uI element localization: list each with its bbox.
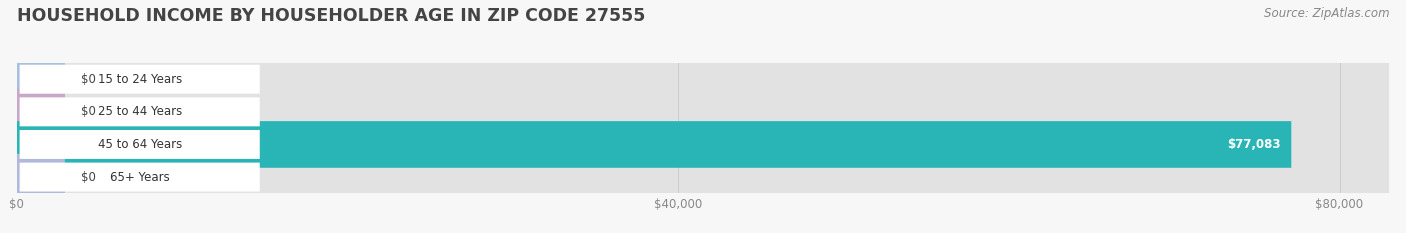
Text: $0: $0 — [82, 171, 96, 184]
FancyBboxPatch shape — [20, 65, 260, 94]
FancyBboxPatch shape — [17, 154, 65, 200]
Text: $0: $0 — [82, 105, 96, 118]
Text: $0: $0 — [82, 73, 96, 86]
FancyBboxPatch shape — [17, 89, 1389, 134]
FancyBboxPatch shape — [20, 97, 260, 126]
Text: $77,083: $77,083 — [1227, 138, 1281, 151]
FancyBboxPatch shape — [17, 121, 1291, 168]
FancyBboxPatch shape — [20, 163, 260, 192]
FancyBboxPatch shape — [17, 155, 1389, 199]
FancyBboxPatch shape — [17, 122, 1389, 167]
Text: 45 to 64 Years: 45 to 64 Years — [97, 138, 181, 151]
Text: 15 to 24 Years: 15 to 24 Years — [97, 73, 181, 86]
Text: HOUSEHOLD INCOME BY HOUSEHOLDER AGE IN ZIP CODE 27555: HOUSEHOLD INCOME BY HOUSEHOLDER AGE IN Z… — [17, 7, 645, 25]
Text: 65+ Years: 65+ Years — [110, 171, 170, 184]
FancyBboxPatch shape — [20, 130, 260, 159]
Text: 25 to 44 Years: 25 to 44 Years — [97, 105, 181, 118]
FancyBboxPatch shape — [17, 56, 65, 103]
FancyBboxPatch shape — [17, 57, 1389, 102]
Text: Source: ZipAtlas.com: Source: ZipAtlas.com — [1264, 7, 1389, 20]
FancyBboxPatch shape — [17, 89, 65, 135]
